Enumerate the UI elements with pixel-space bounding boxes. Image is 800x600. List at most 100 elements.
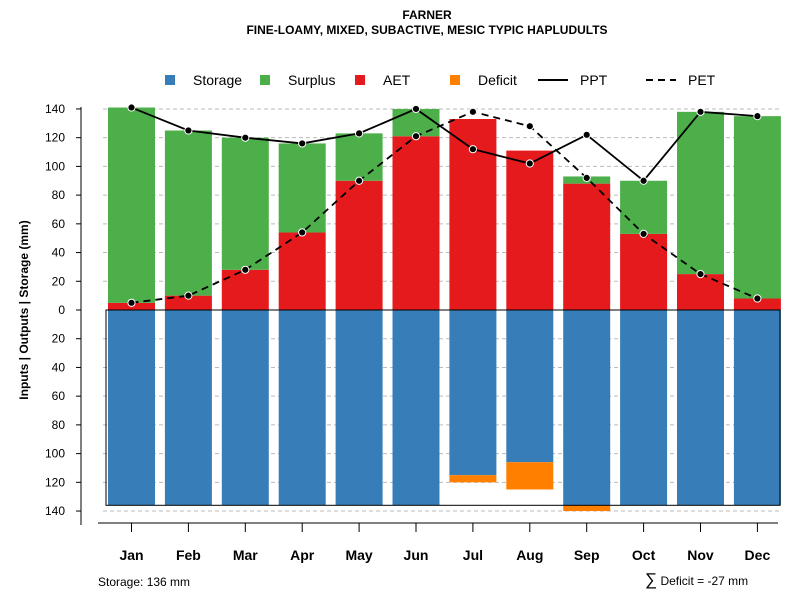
aet-bar bbox=[164, 295, 212, 310]
pet-point bbox=[127, 298, 136, 307]
x-tick-label: Nov bbox=[687, 547, 714, 563]
storage-bar bbox=[278, 310, 326, 506]
ppt-point bbox=[582, 130, 591, 139]
x-tick-label: Sep bbox=[574, 547, 600, 563]
storage-bar bbox=[335, 310, 383, 506]
surplus-bar bbox=[392, 108, 440, 137]
y-tick-label: 140 bbox=[45, 504, 65, 518]
pet-point bbox=[525, 122, 534, 131]
x-tick-label: Aug bbox=[516, 547, 543, 563]
pet-point bbox=[753, 294, 762, 303]
ppt-point bbox=[525, 159, 534, 168]
sum-symbol: ∑ bbox=[645, 570, 658, 589]
deficit-footnote: ∑ Deficit = -27 mm bbox=[645, 570, 748, 590]
x-tick-label: May bbox=[345, 547, 372, 563]
x-tick-label: Jan bbox=[119, 547, 143, 563]
deficit-bar bbox=[563, 505, 611, 512]
y-tick-label: 120 bbox=[45, 475, 65, 489]
pet-point bbox=[696, 270, 705, 279]
storage-bar bbox=[563, 310, 611, 506]
storage-bar bbox=[506, 310, 554, 463]
pet-point bbox=[639, 229, 648, 238]
storage-bar bbox=[392, 310, 440, 506]
legend-label: AET bbox=[383, 72, 411, 88]
ppt-point bbox=[639, 176, 648, 185]
ppt-point bbox=[298, 139, 307, 148]
pet-point bbox=[241, 265, 250, 274]
storage-bar bbox=[108, 310, 155, 506]
surplus-bar bbox=[278, 143, 326, 233]
legend-label: PET bbox=[688, 72, 716, 88]
chart-title-block: FARNER FINE-LOAMY, MIXED, SUBACTIVE, MES… bbox=[0, 8, 800, 38]
y-tick-label: 20 bbox=[52, 274, 66, 288]
surplus-bar bbox=[221, 137, 269, 270]
y-tick-label: 120 bbox=[45, 131, 65, 145]
ppt-point bbox=[411, 104, 421, 114]
y-tick-label: 60 bbox=[52, 389, 66, 403]
x-tick-label: Feb bbox=[176, 547, 201, 563]
pet-point bbox=[411, 132, 421, 141]
storage-bar bbox=[620, 310, 668, 506]
ppt-point bbox=[696, 107, 705, 116]
surplus-bar bbox=[620, 180, 668, 234]
ppt-point bbox=[184, 126, 193, 135]
legend-swatch bbox=[355, 75, 365, 85]
storage-bar bbox=[677, 310, 724, 506]
legend-label: Surplus bbox=[288, 72, 335, 88]
legend-swatch bbox=[450, 75, 460, 85]
storage-frame bbox=[105, 309, 781, 506]
y-tick-label: 100 bbox=[45, 159, 65, 173]
y-tick-label: 140 bbox=[45, 102, 65, 116]
legend-label: Deficit bbox=[478, 72, 517, 88]
aet-bar bbox=[392, 136, 440, 310]
surplus-bar bbox=[108, 107, 155, 303]
x-tick-label: Dec bbox=[745, 547, 771, 563]
ppt-point bbox=[241, 133, 250, 142]
pet-line bbox=[131, 110, 758, 304]
aet-bar bbox=[506, 150, 554, 310]
x-tick-label: Oct bbox=[632, 547, 656, 563]
ppt-point bbox=[355, 129, 364, 138]
x-tick-label: Apr bbox=[290, 547, 315, 563]
surplus-bar bbox=[733, 116, 781, 299]
y-tick-label: 40 bbox=[52, 246, 66, 260]
y-tick-label: 80 bbox=[52, 188, 66, 202]
y-tick-label: 20 bbox=[52, 332, 66, 346]
y-tick-label: 60 bbox=[52, 217, 66, 231]
legend-label: Storage bbox=[193, 72, 242, 88]
pet-point bbox=[582, 173, 591, 182]
ppt-point bbox=[753, 112, 762, 121]
surplus-bar bbox=[677, 111, 724, 275]
x-tick-label: Mar bbox=[233, 547, 258, 563]
x-tick-label: Jun bbox=[404, 547, 429, 563]
pet-point bbox=[298, 228, 307, 237]
y-tick-label: 40 bbox=[52, 360, 66, 374]
pet-point bbox=[468, 107, 477, 116]
storage-bar bbox=[164, 310, 212, 506]
ppt-point bbox=[127, 103, 136, 112]
aet-bar bbox=[563, 183, 611, 310]
storage-footnote: Storage: 136 mm bbox=[98, 575, 191, 589]
aet-bar bbox=[221, 269, 269, 310]
ppt-line bbox=[131, 106, 758, 183]
deficit-bar bbox=[506, 462, 554, 490]
aet-bar bbox=[677, 274, 724, 310]
surplus-bar bbox=[335, 133, 383, 181]
ppt-point bbox=[468, 145, 477, 154]
y-axis-title: Inputs | Outputs | Storage (mm) bbox=[17, 220, 31, 399]
legend-label: PPT bbox=[580, 72, 608, 88]
y-tick-label: 100 bbox=[45, 447, 65, 461]
deficit-label: Deficit = -27 mm bbox=[660, 574, 749, 588]
chart-title: FARNER bbox=[402, 8, 452, 22]
surplus-bar bbox=[164, 130, 212, 296]
storage-bar bbox=[733, 310, 781, 506]
storage-bar bbox=[221, 310, 269, 506]
deficit-bar bbox=[449, 475, 497, 483]
storage-bar bbox=[449, 310, 497, 476]
legend-swatch bbox=[260, 75, 270, 85]
y-tick-label: 80 bbox=[52, 418, 66, 432]
legend-swatch bbox=[165, 75, 175, 85]
aet-bar bbox=[335, 180, 383, 310]
y-tick-label: 0 bbox=[58, 303, 65, 317]
